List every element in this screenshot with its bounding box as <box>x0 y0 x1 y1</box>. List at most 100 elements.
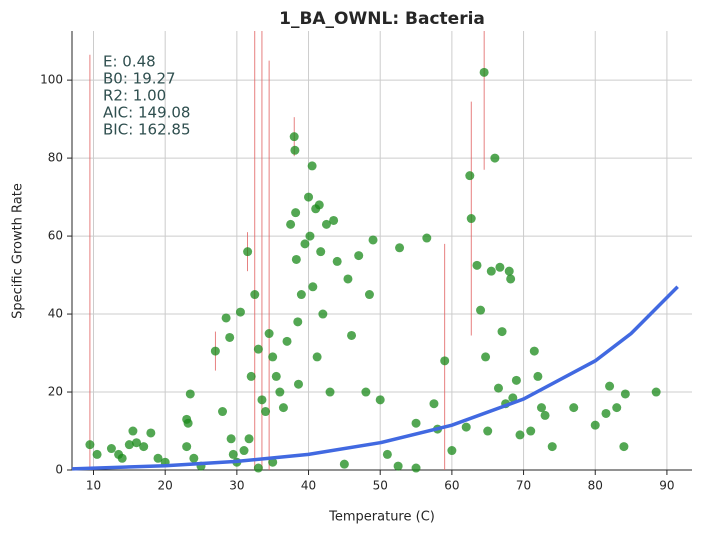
fit-line <box>71 285 679 471</box>
y-tick-label: 40 <box>48 307 63 321</box>
data-point <box>465 171 475 181</box>
data-point <box>466 214 476 224</box>
data-point <box>504 266 514 276</box>
data-point <box>128 426 138 436</box>
data-point <box>361 387 371 397</box>
data-point <box>569 403 579 413</box>
data-point <box>244 434 254 444</box>
data-point <box>393 461 403 471</box>
data-point <box>275 387 285 397</box>
data-point <box>225 332 235 342</box>
data-point <box>325 387 335 397</box>
data-point <box>375 395 385 405</box>
x-axis-label: Temperature (C) <box>328 510 435 525</box>
data-point <box>117 453 127 463</box>
data-point <box>243 247 253 257</box>
data-point <box>268 352 278 362</box>
data-point <box>289 132 299 142</box>
data-point <box>85 440 95 450</box>
data-point <box>497 327 507 337</box>
data-point <box>312 352 322 362</box>
data-point <box>146 428 156 438</box>
data-point <box>486 266 496 276</box>
data-point <box>515 430 525 440</box>
data-point <box>382 449 392 459</box>
annotation: R2: 1.00 <box>103 87 166 105</box>
y-tick-label: 60 <box>48 229 63 243</box>
data-point <box>395 243 405 253</box>
y-axis-label: Specific Growth Rate <box>11 183 26 319</box>
data-point <box>483 426 493 436</box>
data-point <box>476 305 486 315</box>
data-point <box>479 67 489 77</box>
data-point <box>329 215 339 225</box>
data-point <box>139 442 149 452</box>
x-tick-label: 80 <box>588 479 603 493</box>
data-point <box>447 446 457 456</box>
data-point <box>508 393 518 403</box>
y-tick-label: 100 <box>40 73 63 87</box>
data-point <box>536 403 546 413</box>
data-point <box>490 153 500 163</box>
data-point <box>304 192 314 202</box>
data-point <box>529 346 539 356</box>
x-tick-label: 70 <box>516 479 531 493</box>
data-point <box>235 307 245 317</box>
data-point <box>293 317 303 327</box>
y-tick-label: 0 <box>55 463 63 477</box>
data-point <box>124 440 134 450</box>
data-point <box>511 375 521 385</box>
data-point <box>422 233 432 243</box>
annotation: E: 0.48 <box>103 53 156 71</box>
x-tick-label: 60 <box>444 479 459 493</box>
data-point <box>250 290 260 300</box>
data-point <box>440 356 450 366</box>
data-point <box>268 457 278 467</box>
data-point <box>481 352 491 362</box>
data-point <box>253 463 263 473</box>
chart-title: 1_BA_OWNL: Bacteria <box>279 9 485 29</box>
data-point <box>601 408 611 418</box>
data-point <box>429 399 439 409</box>
data-point <box>343 274 353 284</box>
data-point <box>347 330 357 340</box>
data-point <box>620 389 630 399</box>
data-point <box>368 235 378 245</box>
data-point <box>472 260 482 270</box>
data-point <box>411 418 421 428</box>
data-point <box>619 442 629 452</box>
data-point <box>290 145 300 155</box>
data-point <box>354 251 364 261</box>
data-point <box>271 371 281 381</box>
data-point <box>605 381 615 391</box>
data-point <box>526 426 536 436</box>
data-point <box>590 420 600 430</box>
data-point <box>316 247 326 257</box>
data-point <box>540 410 550 420</box>
data-point <box>264 329 274 339</box>
data-point <box>106 444 116 454</box>
data-point <box>183 418 193 428</box>
data-point <box>182 442 192 452</box>
data-point <box>218 407 228 417</box>
data-point <box>257 395 267 405</box>
data-point <box>533 371 543 381</box>
data-point <box>189 453 199 463</box>
data-point <box>339 459 349 469</box>
data-point <box>221 313 231 323</box>
y-tick-label: 20 <box>48 385 63 399</box>
data-point <box>291 208 301 218</box>
x-tick-label: 40 <box>301 479 316 493</box>
data-point <box>305 231 315 241</box>
data-point <box>321 219 331 229</box>
data-point <box>153 453 163 463</box>
data-point <box>291 254 301 264</box>
data-point <box>300 239 310 249</box>
data-point <box>296 290 306 300</box>
annotation: B0: 19.27 <box>103 70 176 88</box>
x-tick-label: 10 <box>86 479 101 493</box>
annotation: BIC: 162.85 <box>103 121 191 139</box>
data-point <box>332 256 342 266</box>
x-tick-label: 20 <box>158 479 173 493</box>
data-point <box>92 449 102 459</box>
